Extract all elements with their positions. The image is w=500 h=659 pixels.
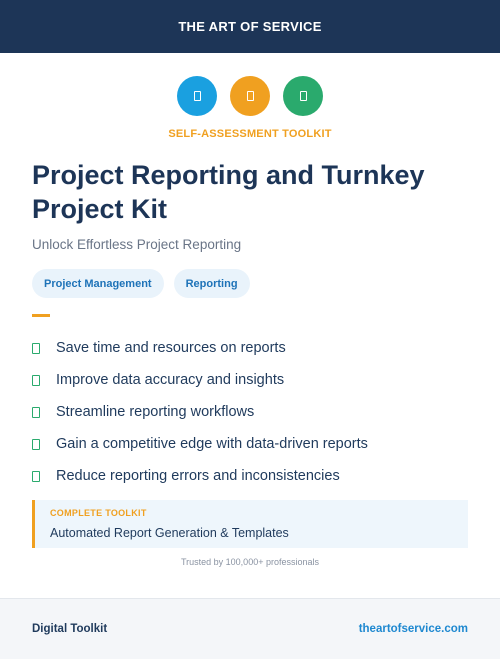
book-icon <box>283 76 323 116</box>
accent-divider <box>32 314 50 317</box>
benefit-text: Streamline reporting workflows <box>56 404 255 420</box>
benefit-text: Reduce reporting errors and inconsistenc… <box>56 468 340 484</box>
list-item: Streamline reporting workflows <box>32 396 368 428</box>
benefit-list: Save time and resources on reports Impro… <box>32 332 368 492</box>
list-item: Improve data accuracy and insights <box>32 364 368 396</box>
check-icon <box>32 438 40 450</box>
tag-project-management[interactable]: Project Management <box>32 269 164 298</box>
brand-name: THE ART OF SERVICE <box>178 19 322 34</box>
top-banner: THE ART OF SERVICE <box>0 0 500 53</box>
check-icon <box>32 406 40 418</box>
tag-list: Project Management Reporting <box>32 269 250 298</box>
footer: Digital Toolkit theartofservice.com <box>0 598 500 659</box>
list-item: Gain a competitive edge with data-driven… <box>32 428 368 460</box>
callout-value: Automated Report Generation & Templates <box>50 526 289 540</box>
icon-row <box>0 76 500 116</box>
callout-label: COMPLETE TOOLKIT <box>50 508 147 518</box>
check-icon <box>32 374 40 386</box>
list-item: Save time and resources on reports <box>32 332 368 364</box>
trusted-note: Trusted by 100,000+ professionals <box>180 557 319 567</box>
page-title: Project Reporting and Turnkey Project Ki… <box>32 160 425 224</box>
subtitle: Unlock Effortless Project Reporting <box>32 237 242 252</box>
toolkit-callout: COMPLETE TOOLKIT Automated Report Genera… <box>32 500 468 548</box>
document-icon <box>230 76 270 116</box>
clipboard-icon <box>177 76 217 116</box>
benefit-text: Gain a competitive edge with data-driven… <box>56 436 368 452</box>
benefit-text: Improve data accuracy and insights <box>56 372 285 388</box>
website-link[interactable]: theartofservice.com <box>358 623 468 635</box>
list-item: Reduce reporting errors and inconsistenc… <box>32 460 368 492</box>
tag-reporting[interactable]: Reporting <box>173 269 250 298</box>
benefit-text: Save time and resources on reports <box>56 340 286 356</box>
footer-label: Digital Toolkit <box>32 623 108 635</box>
check-icon <box>32 470 40 482</box>
kicker-label: SELF-ASSESSMENT TOOLKIT <box>168 128 332 140</box>
check-icon <box>32 342 40 354</box>
